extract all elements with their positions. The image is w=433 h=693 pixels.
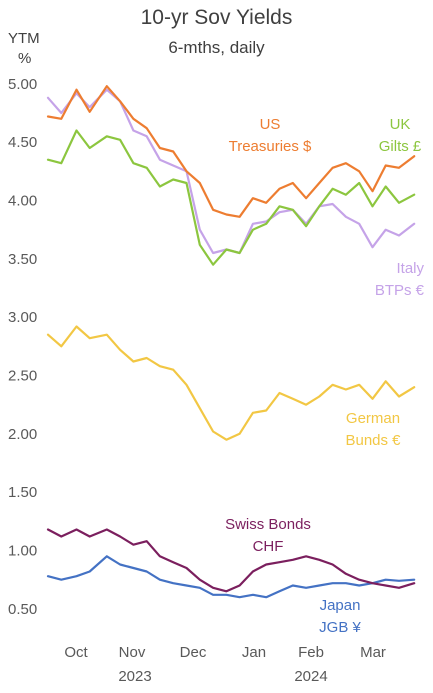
series-label: German bbox=[346, 410, 400, 427]
y-tick-label: 5.00 bbox=[8, 76, 37, 93]
x-tick-label: Mar bbox=[360, 644, 386, 661]
series-lines bbox=[46, 85, 416, 599]
series-label: CHF bbox=[253, 538, 284, 555]
series-label: UK bbox=[390, 116, 411, 133]
x-tick-label: Dec bbox=[180, 644, 207, 661]
y-axis-unit-label: % bbox=[18, 50, 32, 67]
y-tick-label: 2.50 bbox=[8, 368, 37, 385]
series-line bbox=[46, 528, 416, 593]
x-tick-label: Jan bbox=[242, 644, 266, 661]
y-tick-label: 0.50 bbox=[8, 601, 37, 618]
chart-title: 10-yr Sov Yields bbox=[140, 6, 293, 29]
y-tick-label: 3.00 bbox=[8, 309, 37, 326]
y-tick-label: 1.00 bbox=[8, 543, 37, 560]
series-label: Japan bbox=[320, 597, 361, 614]
series-label: Bunds € bbox=[345, 432, 401, 449]
y-tick-label: 4.00 bbox=[8, 193, 37, 210]
series-labels: US Treasuries $ UK Gilts £ Italy BTPs € German… bbox=[225, 116, 425, 636]
y-tick-label: 3.50 bbox=[8, 251, 37, 268]
series-label: JGB ¥ bbox=[319, 619, 361, 636]
x-year-label: 2023 bbox=[118, 668, 151, 685]
axis-ticks: 5.00 4.50 4.00 3.50 3.00 2.50 2.00 1.50 1.00 0.50… bbox=[8, 76, 386, 685]
y-tick-label: 2.00 bbox=[8, 426, 37, 443]
series-label: Gilts £ bbox=[379, 138, 422, 155]
x-tick-label: Nov bbox=[119, 644, 146, 661]
x-year-label: 2024 bbox=[294, 668, 327, 685]
y-tick-label: 4.50 bbox=[8, 134, 37, 151]
series-line bbox=[46, 325, 416, 441]
series-line bbox=[46, 85, 416, 218]
series-label: Italy bbox=[396, 260, 424, 277]
x-tick-label: Oct bbox=[64, 644, 88, 661]
series-line bbox=[46, 129, 416, 266]
series-label: BTPs € bbox=[375, 282, 425, 299]
series-label: Swiss Bonds bbox=[225, 516, 311, 533]
series-label: Treasuries $ bbox=[229, 138, 312, 155]
series-line bbox=[46, 555, 416, 599]
series-label: US bbox=[260, 116, 281, 133]
x-tick-label: Feb bbox=[298, 644, 324, 661]
y-tick-label: 1.50 bbox=[8, 484, 37, 501]
y-axis-label: YTM bbox=[8, 30, 40, 47]
chart-subtitle: 6-mths, daily bbox=[168, 38, 265, 57]
